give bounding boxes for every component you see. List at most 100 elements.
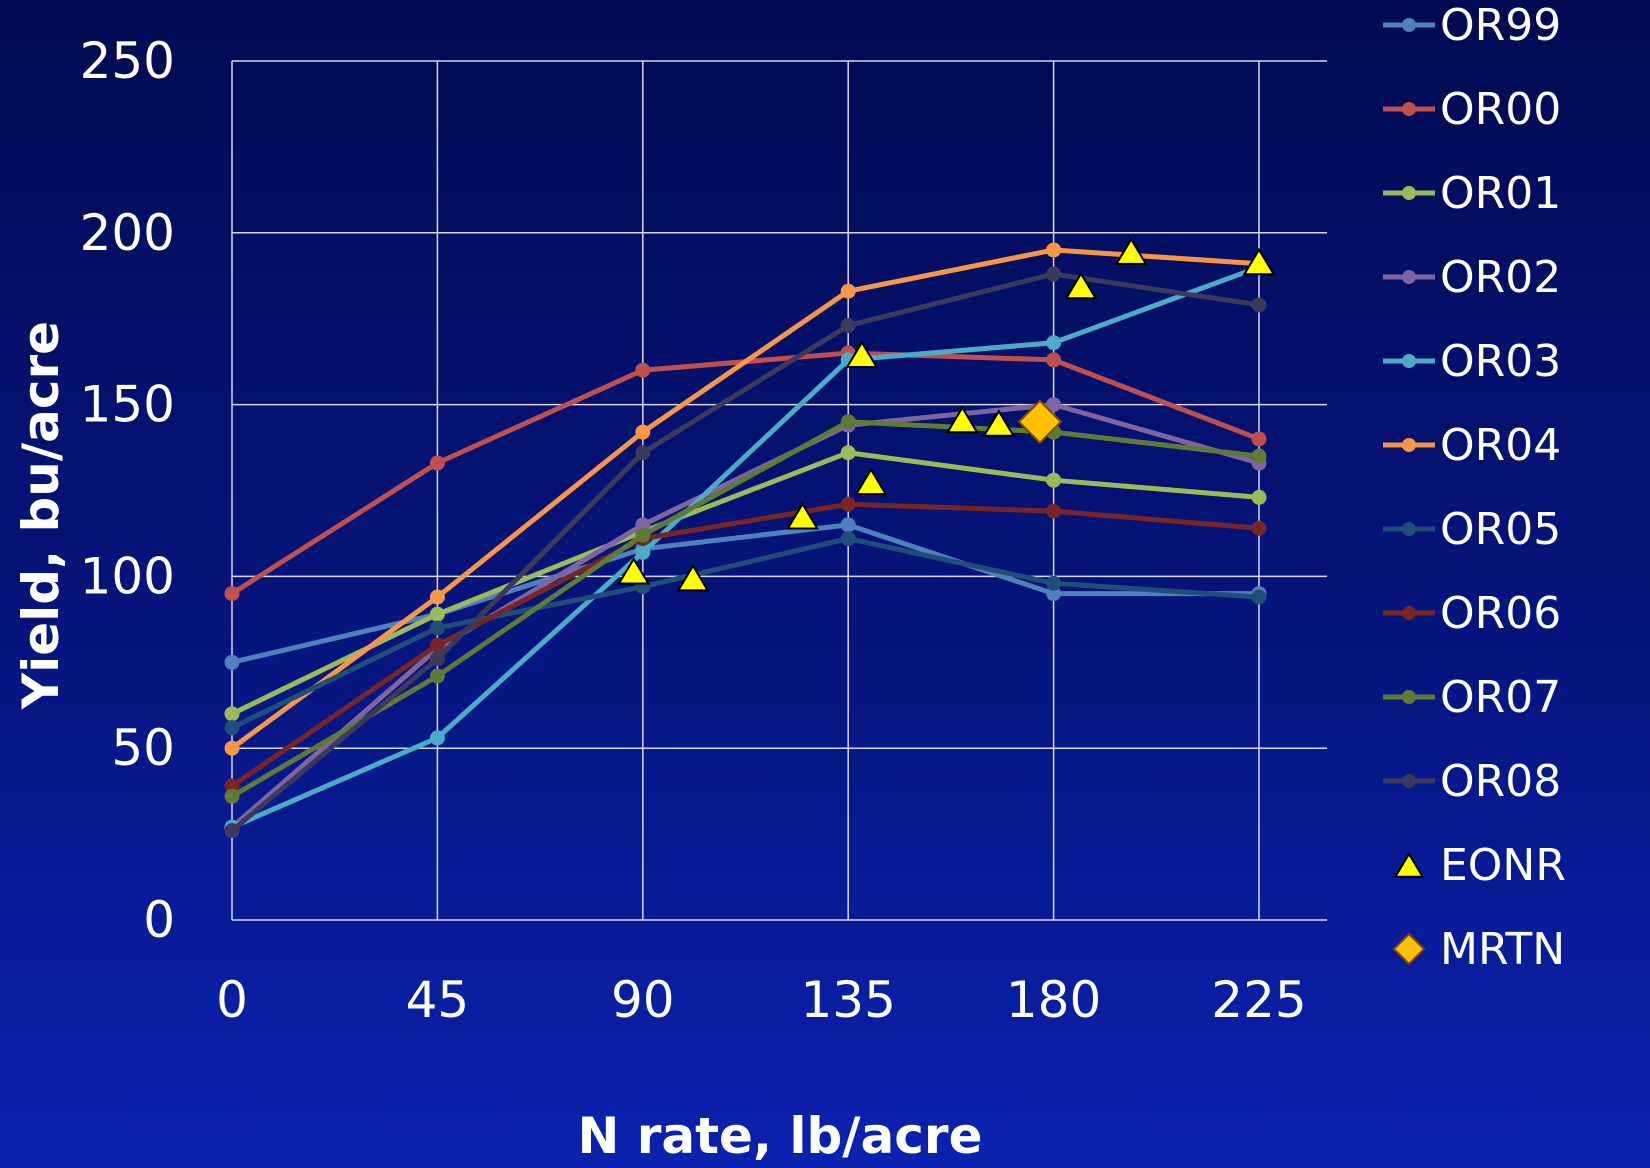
series-or99 bbox=[224, 517, 1267, 670]
data-point bbox=[635, 424, 651, 440]
data-point bbox=[1046, 266, 1062, 282]
eonr-marker bbox=[786, 502, 820, 530]
legend-label: OR00 bbox=[1440, 84, 1561, 135]
eonr-marker bbox=[1114, 237, 1148, 265]
legend-swatch-dot bbox=[1402, 438, 1416, 452]
x-tick-label: 180 bbox=[1006, 971, 1101, 1029]
series-or08 bbox=[224, 266, 1267, 839]
eonr-marker bbox=[845, 340, 879, 368]
data-point bbox=[635, 517, 651, 533]
legend-swatch-dot bbox=[1402, 606, 1416, 620]
legend-label: EONR bbox=[1440, 840, 1566, 891]
data-point bbox=[1251, 489, 1267, 505]
data-point bbox=[1046, 242, 1062, 258]
eonr-marker bbox=[945, 405, 979, 434]
x-tick-label: 225 bbox=[1211, 971, 1306, 1029]
data-point bbox=[1046, 335, 1062, 351]
data-point bbox=[635, 445, 651, 461]
legend-label: OR99 bbox=[1440, 0, 1561, 51]
legend-item-or01: OR01 bbox=[1383, 168, 1561, 219]
data-point bbox=[635, 527, 651, 543]
data-point bbox=[1251, 589, 1267, 605]
series-line bbox=[230, 501, 1260, 789]
series-or05 bbox=[224, 531, 1267, 736]
legend-swatch-dot bbox=[1402, 690, 1416, 704]
eonr-marker bbox=[854, 467, 888, 496]
eonr-marker bbox=[1242, 247, 1276, 276]
data-point bbox=[429, 730, 445, 746]
legend-item-or99: OR99 bbox=[1383, 0, 1561, 51]
legend-eonr-swatch bbox=[1393, 852, 1425, 878]
x-tick-label: 135 bbox=[800, 971, 895, 1029]
legend: OR99 OR00 OR01 OR02 OR03 OR04 OR05 OR06 OR07 OR08… bbox=[1383, 0, 1566, 975]
data-point bbox=[1251, 431, 1267, 447]
y-tick-label: 150 bbox=[80, 376, 175, 434]
series-line bbox=[230, 402, 1260, 830]
mrtn-marker bbox=[1017, 399, 1063, 445]
series-line bbox=[230, 536, 1260, 730]
data-point bbox=[429, 637, 445, 653]
data-point bbox=[840, 496, 856, 512]
data-point bbox=[224, 720, 240, 736]
data-point bbox=[1251, 448, 1267, 464]
legend-label: OR07 bbox=[1440, 672, 1561, 723]
data-point bbox=[224, 706, 240, 722]
legend-item-or06: OR06 bbox=[1383, 588, 1561, 639]
legend-item-or02: OR02 bbox=[1383, 252, 1561, 303]
data-point bbox=[635, 544, 651, 560]
series-line bbox=[230, 247, 1260, 751]
y-tick-label: 100 bbox=[80, 547, 175, 605]
data-point bbox=[840, 414, 856, 430]
series-or07 bbox=[224, 414, 1267, 804]
eonr-marker bbox=[617, 557, 651, 585]
data-point bbox=[1046, 586, 1062, 602]
eonr-mrtn-markers bbox=[617, 237, 1276, 592]
legend-swatch-dot bbox=[1402, 186, 1416, 200]
data-point bbox=[429, 668, 445, 684]
y-axis-title: Yield, bu/acre bbox=[12, 321, 70, 710]
legend-swatch-dot bbox=[1402, 270, 1416, 284]
data-point bbox=[840, 318, 856, 334]
data-point bbox=[429, 606, 445, 622]
legend-label: OR06 bbox=[1440, 588, 1561, 639]
y-tick-label: 0 bbox=[143, 891, 175, 949]
data-point bbox=[224, 654, 240, 670]
series-lines bbox=[224, 242, 1267, 839]
legend-mrtn-swatch bbox=[1392, 932, 1426, 966]
legend-swatch-dot bbox=[1402, 522, 1416, 536]
series-line bbox=[231, 264, 1260, 830]
data-point bbox=[224, 823, 240, 839]
data-point bbox=[1046, 503, 1062, 519]
data-point bbox=[1046, 575, 1062, 591]
legend-label: OR08 bbox=[1440, 756, 1561, 807]
y-tick-label: 250 bbox=[80, 32, 175, 90]
series-or02 bbox=[224, 397, 1267, 835]
eonr-marker bbox=[1064, 271, 1098, 300]
legend-item-mrtn: MRTN bbox=[1392, 924, 1565, 975]
data-point bbox=[429, 651, 445, 667]
data-point bbox=[840, 531, 856, 547]
data-point bbox=[840, 283, 856, 299]
data-point bbox=[429, 589, 445, 605]
legend-label: OR05 bbox=[1440, 504, 1561, 555]
legend-item-or08: OR08 bbox=[1383, 756, 1561, 807]
legend-label: OR03 bbox=[1440, 336, 1561, 387]
x-tick-label: 0 bbox=[216, 971, 248, 1029]
y-axis-tick-labels: 0 50 100 150 200 250 bbox=[80, 32, 175, 949]
data-point bbox=[429, 455, 445, 471]
x-axis-title: N rate, lb/acre bbox=[577, 1107, 982, 1165]
legend-item-eonr: EONR bbox=[1393, 840, 1566, 891]
data-point bbox=[635, 362, 651, 378]
eonr-marker bbox=[982, 409, 1016, 437]
series-line bbox=[230, 419, 1260, 799]
legend-swatch-dot bbox=[1402, 18, 1416, 32]
data-point bbox=[429, 620, 445, 636]
y-tick-label: 50 bbox=[111, 719, 175, 777]
y-tick-label: 200 bbox=[80, 204, 175, 262]
data-point bbox=[1046, 352, 1062, 368]
series-or03 bbox=[224, 259, 1267, 835]
series-or01 bbox=[224, 445, 1267, 722]
data-point bbox=[224, 740, 240, 756]
data-point bbox=[224, 778, 240, 794]
